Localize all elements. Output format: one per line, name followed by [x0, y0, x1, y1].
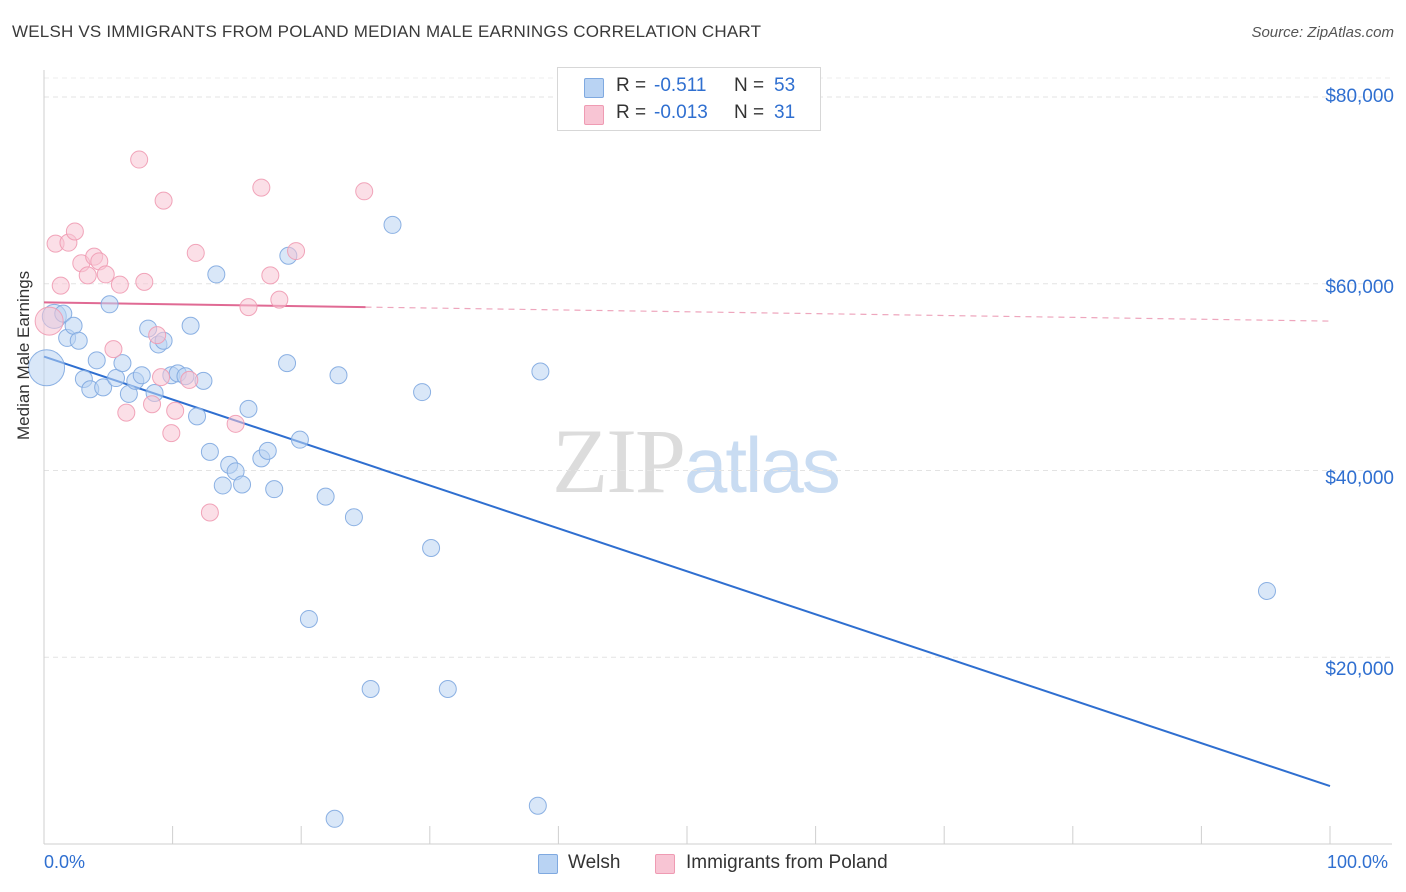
trend-line-welsh	[43, 355, 1331, 788]
watermark: ZIPatlas	[552, 408, 841, 514]
data-point-welsh	[64, 316, 83, 335]
data-point-poland	[261, 266, 280, 285]
bottom-legend-label-welsh: Welsh	[568, 852, 621, 873]
data-point-welsh	[329, 366, 348, 385]
data-point-poland	[51, 276, 70, 295]
data-point-welsh	[69, 331, 88, 350]
data-point-welsh	[422, 539, 441, 558]
data-point-welsh	[413, 383, 432, 402]
data-point-welsh	[181, 316, 200, 335]
y-axis-title-wrap: Median Male Earnings	[14, 271, 44, 600]
data-point-poland	[270, 290, 289, 309]
data-point-poland	[186, 243, 205, 262]
data-point-welsh	[28, 349, 66, 387]
data-point-poland	[162, 424, 181, 443]
data-point-welsh	[94, 378, 113, 397]
data-point-welsh	[361, 679, 380, 698]
y-tick-label-40k: $40,000	[1325, 468, 1394, 489]
data-point-welsh	[383, 215, 402, 234]
data-point-welsh	[239, 399, 258, 418]
data-point-welsh	[438, 679, 457, 698]
y-axis-title: Median Male Earnings	[14, 270, 33, 440]
chart-title: WELSH VS IMMIGRANTS FROM POLAND MEDIAN M…	[12, 22, 762, 41]
data-point-welsh	[344, 508, 363, 527]
data-point-poland	[135, 272, 154, 291]
correlation-legend: R = -0.511 N = 53 R = -0.013 N = 31	[557, 67, 821, 131]
data-point-poland	[143, 395, 162, 414]
trend-line-poland-dashed	[365, 306, 1331, 322]
data-point-poland	[104, 340, 123, 359]
legend-r-label: R =	[616, 102, 647, 123]
data-point-poland	[226, 414, 245, 433]
x-tick-label-max: 100.0%	[1327, 852, 1389, 872]
bottom-legend-swatch-poland	[655, 854, 675, 874]
data-point-welsh	[213, 476, 232, 495]
data-point-welsh	[1257, 581, 1276, 600]
data-point-welsh	[188, 407, 207, 426]
data-point-poland	[180, 370, 199, 389]
bottom-legend-label-poland: Immigrants from Poland	[686, 852, 888, 873]
data-point-welsh	[316, 487, 335, 506]
data-point-welsh	[87, 351, 106, 370]
source-credit: Source: ZipAtlas.com	[1251, 24, 1394, 41]
data-point-welsh	[258, 441, 277, 460]
legend-r-value: -0.013	[654, 102, 708, 123]
data-point-poland	[200, 503, 219, 522]
data-point-welsh	[107, 369, 126, 388]
data-point-welsh	[200, 442, 219, 461]
legend-n-value: 53	[774, 75, 796, 96]
data-point-poland	[287, 242, 306, 261]
bottom-legend-swatch-welsh	[538, 854, 558, 874]
data-point-poland	[252, 178, 271, 197]
data-point-welsh	[100, 295, 119, 314]
legend-n-label: N =	[734, 102, 765, 123]
data-point-poland	[96, 265, 115, 284]
trend-lines	[43, 301, 1331, 788]
data-point-welsh	[113, 354, 132, 373]
axes	[43, 70, 1392, 845]
legend-swatch-poland	[584, 105, 604, 125]
data-point-poland	[166, 401, 185, 420]
legend-swatch-welsh	[584, 78, 604, 98]
grid-lines	[44, 77, 1392, 658]
legend-n-value: 31	[774, 102, 796, 123]
watermark-zip: ZIP	[552, 410, 686, 512]
watermark-atlas: atlas	[684, 421, 841, 509]
data-point-welsh	[265, 480, 284, 499]
data-point-welsh	[299, 609, 318, 628]
data-point-welsh	[290, 430, 309, 449]
legend-n-label: N =	[734, 75, 765, 96]
data-point-poland	[130, 150, 149, 169]
data-point-poland	[110, 275, 129, 294]
data-point-poland	[117, 403, 136, 422]
data-point-welsh	[233, 475, 252, 494]
data-point-poland	[239, 298, 258, 317]
data-point-poland	[78, 266, 97, 285]
data-point-poland	[154, 191, 173, 210]
data-point-poland	[355, 182, 374, 201]
trend-line-poland-solid	[43, 301, 366, 309]
y-tick-label-60k: $60,000	[1325, 277, 1394, 298]
data-point-poland	[34, 306, 64, 336]
data-point-welsh	[207, 265, 226, 284]
data-point-welsh	[531, 362, 550, 381]
legend-r-value: -0.511	[654, 75, 707, 96]
data-points	[28, 150, 1276, 828]
data-point-poland	[65, 222, 84, 241]
legend-r-label: R =	[616, 75, 647, 96]
data-point-welsh	[528, 796, 547, 815]
y-tick-label-80k: $80,000	[1325, 86, 1394, 107]
x-tick-label-min: 0.0%	[44, 852, 86, 872]
data-point-welsh	[325, 809, 344, 828]
data-point-poland	[152, 368, 171, 387]
data-point-welsh	[132, 366, 151, 385]
y-tick-label-20k: $20,000	[1325, 659, 1394, 680]
data-point-welsh	[278, 354, 297, 373]
data-point-poland	[148, 326, 167, 345]
